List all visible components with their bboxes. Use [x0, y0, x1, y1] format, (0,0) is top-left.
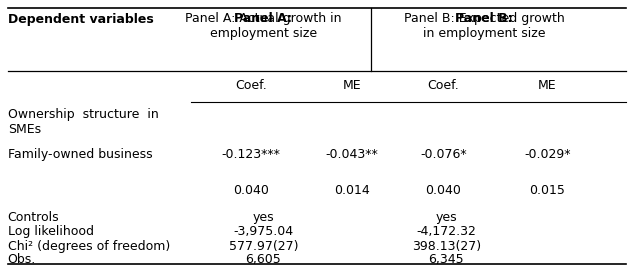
Text: Coef.: Coef.	[235, 79, 266, 92]
Text: -0.076*: -0.076*	[420, 148, 467, 161]
Text: 6,345: 6,345	[429, 254, 464, 266]
Text: Panel B:: Panel B:	[455, 12, 513, 25]
Text: Family-owned business: Family-owned business	[8, 148, 152, 161]
Text: -0.029*: -0.029*	[524, 148, 571, 161]
Text: Panel A:: Panel A:	[235, 12, 292, 25]
Text: Log likelihood: Log likelihood	[8, 225, 94, 238]
Text: -3,975.04: -3,975.04	[233, 225, 294, 238]
Text: Panel A: Actual growth in
employment size: Panel A: Actual growth in employment siz…	[185, 12, 342, 40]
Text: -4,172.32: -4,172.32	[417, 225, 476, 238]
Text: 0.040: 0.040	[233, 184, 269, 197]
Text: yes: yes	[252, 211, 274, 224]
Text: 0.014: 0.014	[334, 184, 370, 197]
Text: ME: ME	[342, 79, 361, 92]
Text: -0.043**: -0.043**	[325, 148, 378, 161]
Text: Controls: Controls	[8, 211, 60, 224]
Text: 577.97(27): 577.97(27)	[229, 239, 298, 252]
Text: Coef.: Coef.	[427, 79, 459, 92]
Text: 6,605: 6,605	[245, 254, 281, 266]
Text: Chi² (degrees of freedom): Chi² (degrees of freedom)	[8, 239, 170, 252]
Text: yes: yes	[436, 211, 457, 224]
Text: 398.13(27): 398.13(27)	[412, 239, 481, 252]
Text: 0.015: 0.015	[529, 184, 566, 197]
Text: Dependent variables: Dependent variables	[8, 13, 153, 26]
Text: Obs.: Obs.	[8, 254, 36, 266]
Text: Ownership  structure  in
SMEs: Ownership structure in SMEs	[8, 108, 158, 136]
Text: Panel B: Expected growth
in employment size: Panel B: Expected growth in employment s…	[404, 12, 565, 40]
Text: -0.123***: -0.123***	[221, 148, 280, 161]
Text: ME: ME	[538, 79, 557, 92]
Text: 0.040: 0.040	[425, 184, 461, 197]
